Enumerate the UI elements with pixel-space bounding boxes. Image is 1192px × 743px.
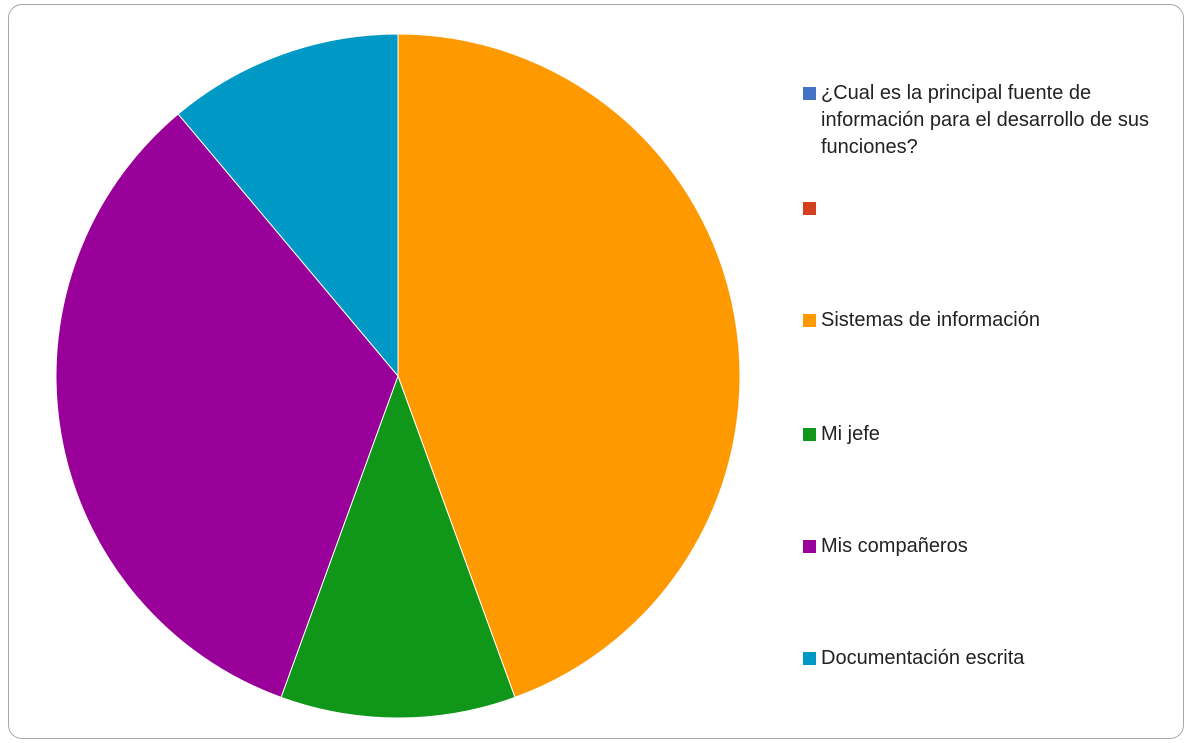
legend-swatch	[803, 540, 816, 553]
chart-frame	[8, 4, 1184, 739]
legend-label: ¿Cual es la principal fuente de informac…	[821, 82, 1149, 158]
legend-item: Mi jefe	[803, 421, 1173, 448]
legend-label: Mi jefe	[821, 423, 880, 445]
legend-swatch	[803, 87, 816, 100]
pie-slice	[280, 374, 516, 719]
pie-slice	[55, 113, 399, 699]
legend-item	[803, 195, 1173, 215]
legend-swatch	[803, 314, 816, 327]
legend-label: Mis compañeros	[821, 535, 968, 557]
legend-swatch	[803, 652, 816, 665]
legend-item: Mis compañeros	[803, 533, 1173, 560]
legend-swatch	[803, 202, 816, 215]
pie-slice	[397, 33, 741, 699]
legend-item: Sistemas de información	[803, 307, 1173, 334]
legend-swatch	[803, 428, 816, 441]
pie-slice	[177, 33, 399, 378]
legend-label: Documentación escrita	[821, 647, 1025, 669]
legend-item: Documentación escrita	[803, 645, 1173, 672]
legend-item: ¿Cual es la principal fuente de informac…	[803, 80, 1173, 161]
legend-label: Sistemas de información	[821, 309, 1040, 331]
